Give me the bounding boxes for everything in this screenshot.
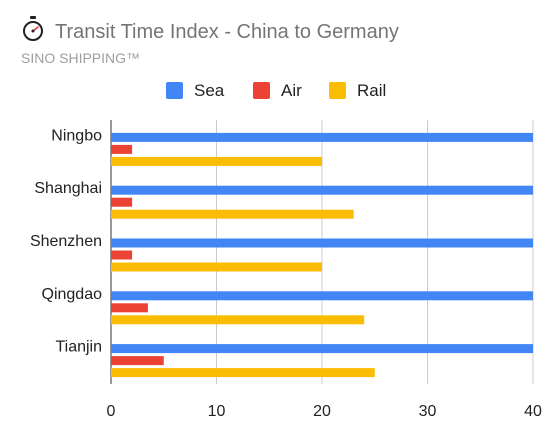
legend-label: Rail [357, 81, 386, 100]
bar-sea-tianjin [111, 344, 533, 354]
legend: Sea Air Rail [166, 81, 386, 100]
bar-air-shanghai [111, 197, 133, 207]
chart-header: Transit Time Index - China to Germany SI… [21, 16, 399, 66]
category-label: Shanghai [34, 180, 102, 197]
legend-item-air: Air [253, 81, 302, 100]
bar-air-ningbo [111, 144, 133, 154]
x-tick-label: 10 [208, 403, 226, 420]
bar-air-shenzhen [111, 250, 133, 260]
x-axis-ticks: 0 10 20 30 40 [107, 403, 542, 420]
legend-label: Sea [194, 81, 225, 100]
bar-air-qingdao [111, 303, 148, 313]
bar-sea-ningbo [111, 132, 533, 142]
legend-item-sea: Sea [166, 81, 225, 100]
chart-subtitle: SINO SHIPPING™ [21, 50, 140, 66]
category-label: Shenzhen [30, 233, 102, 250]
legend-swatch [253, 82, 270, 99]
category-labels: Ningbo Shanghai Shenzhen Qingdao Tianjin [30, 127, 102, 355]
bar-sea-qingdao [111, 291, 533, 301]
category-label: Ningbo [51, 127, 102, 144]
bar-rail-ningbo [111, 156, 322, 166]
stopwatch-icon [23, 16, 43, 41]
bar-sea-shanghai [111, 185, 533, 195]
x-tick-label: 20 [313, 403, 331, 420]
x-tick-label: 30 [419, 403, 437, 420]
x-tick-label: 40 [524, 403, 542, 420]
bars [111, 132, 533, 378]
bar-rail-qingdao [111, 315, 365, 325]
x-tick-label: 0 [107, 403, 116, 420]
bar-rail-shanghai [111, 209, 354, 219]
category-label: Tianjin [55, 339, 102, 356]
legend-item-rail: Rail [329, 81, 386, 100]
legend-swatch [166, 82, 183, 99]
legend-label: Air [281, 81, 302, 100]
bar-rail-tianjin [111, 368, 375, 378]
chart-title: Transit Time Index - China to Germany [55, 21, 399, 43]
bar-air-tianjin [111, 356, 164, 366]
bar-sea-shenzhen [111, 238, 533, 248]
bar-rail-shenzhen [111, 262, 322, 272]
category-label: Qingdao [42, 286, 103, 303]
legend-swatch [329, 82, 346, 99]
